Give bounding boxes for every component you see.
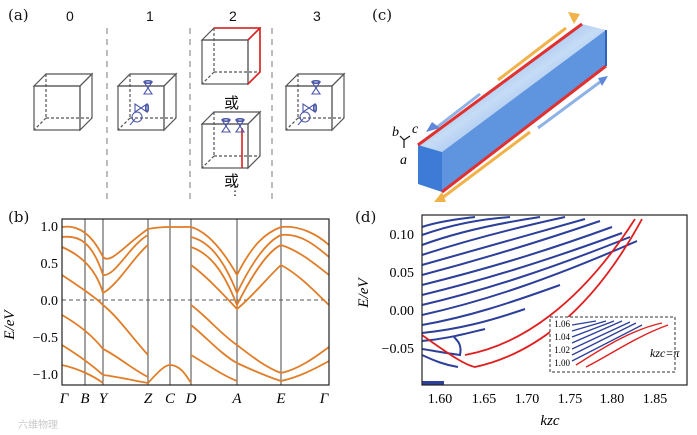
b-xtick-gamma-start: Γ (59, 391, 70, 407)
panel-c-label: (c) (372, 6, 393, 24)
b-xtick-y: Y (99, 391, 109, 407)
red-hinge-top (214, 27, 261, 85)
panel-d-label: (d) (355, 208, 377, 226)
panel-b-ylabel: E/eV (2, 309, 18, 341)
inset-curves (571, 320, 643, 362)
inset-ytick-4: 1.00 (554, 358, 570, 368)
d-xtick-2: 1.65 (472, 392, 497, 407)
b-xtick-d: D (185, 391, 197, 407)
inset-ytick-2: 1.04 (554, 332, 570, 342)
inset-label: kzc=π (650, 346, 680, 360)
surface-state-upper (464, 218, 636, 356)
bar-end-face (418, 145, 442, 192)
bar-side-face (442, 30, 606, 192)
axis-a-label: a (400, 153, 407, 168)
b-xtick-z: Z (144, 391, 153, 407)
b-ytick-5: −1.0 (33, 368, 58, 383)
watermark: 六维物理 (18, 420, 58, 431)
panel-a-diagram (33, 27, 345, 200)
inset-ytick-3: 1.02 (554, 345, 570, 355)
d-xtick-6: 1.85 (643, 392, 668, 407)
band-structure-curves (61, 225, 330, 384)
or-text-1: 或 (224, 94, 240, 112)
panel-d-chart: E/eV 0.10 0.05 0.00 −0.05 1.06 1.04 1 (356, 214, 688, 429)
weyl-cones-2 (221, 117, 245, 133)
subband-curves (421, 216, 638, 368)
d-xtick-5: 1.80 (600, 392, 625, 407)
d-ytick-3: 0.00 (390, 304, 415, 319)
panel-b-label: (b) (8, 208, 30, 226)
panel-a-column-3: 3 (313, 8, 321, 24)
b-xtick-gamma-end: Γ (319, 391, 330, 407)
surface-state-lower (421, 218, 643, 368)
d-ytick-1: 0.10 (390, 228, 415, 243)
b-ytick-4: −0.5 (33, 331, 58, 346)
inset-box (549, 316, 676, 373)
d-xtick-4: 1.75 (558, 392, 583, 407)
edge-currents (426, 12, 608, 202)
cube-2-bottom (201, 111, 261, 169)
panel-d-xlabel: kzc (540, 413, 559, 429)
b-xtick-e: E (275, 391, 285, 407)
ellipsis-dots: ⋮ (229, 184, 241, 198)
panel-c-diagram: b c a (392, 12, 608, 202)
weyl-cones-3 (297, 79, 321, 126)
b-ytick-3: 0.0 (41, 294, 59, 309)
d-xtick-1: 1.60 (428, 392, 453, 407)
cube-0 (33, 73, 93, 131)
panel-a-column-1: 1 (146, 8, 154, 24)
weyl-cones-1 (129, 79, 153, 126)
b-xtick-a: A (231, 391, 242, 407)
b-ytick-1: 1.0 (41, 220, 59, 235)
b-xtick-c: C (165, 391, 176, 407)
axis-b-label: b (392, 125, 399, 140)
b-xtick-b: B (80, 391, 89, 407)
panel-d-ylabel: E/eV (356, 277, 372, 309)
axis-c-label: c (412, 122, 419, 137)
or-text-2: 或 (224, 172, 240, 190)
panel-a-column-0: 0 (66, 8, 74, 24)
d-ytick-4: −0.05 (382, 342, 414, 357)
d-xtick-3: 1.70 (515, 392, 540, 407)
panel-a-label: (a) (8, 6, 29, 24)
b-ytick-2: 0.5 (41, 257, 59, 272)
inset-ytick-1: 1.06 (554, 319, 570, 329)
axis-triad (399, 135, 411, 148)
d-ytick-2: 0.05 (390, 266, 415, 281)
bar-top-face (418, 24, 606, 152)
panel-a-column-2: 2 (229, 8, 237, 24)
panel-b-chart: E/eV 1.0 0.5 0.0 −0.5 −1.0 Γ B (2, 218, 330, 407)
